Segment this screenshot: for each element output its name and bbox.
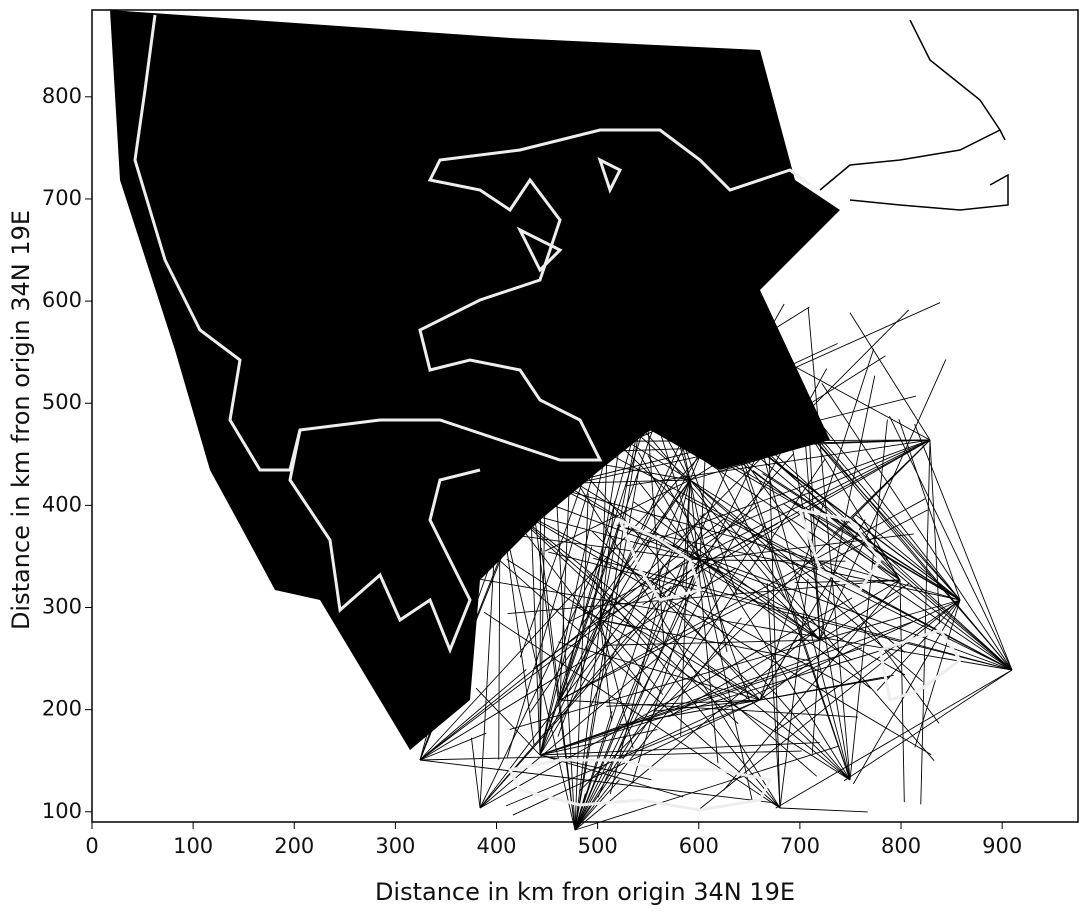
ray-path: [579, 440, 930, 791]
ray-path: [575, 565, 663, 830]
page: Distance in km fron origin 34N 19E Dista…: [0, 0, 1092, 917]
y-tick-label: 600: [42, 288, 82, 312]
y-tick-label: 800: [42, 84, 82, 108]
x-tick-label: 200: [274, 834, 314, 858]
ray-path: [480, 586, 671, 808]
y-tick-label: 200: [42, 697, 82, 721]
ray-path: [535, 416, 850, 780]
ray-path: [508, 580, 900, 614]
x-tick-label: 100: [173, 834, 213, 858]
x-tick-label: 0: [85, 834, 98, 858]
y-tick-label: 500: [42, 390, 82, 414]
ray-path: [853, 600, 960, 784]
ray-coverage: [110, 10, 840, 750]
y-axis-title: Distance in km fron origin 34N 19E: [7, 210, 35, 630]
ray-path: [480, 598, 852, 808]
ray-path: [760, 677, 890, 700]
x-tick-label: 800: [881, 834, 921, 858]
y-tick-label: 300: [42, 595, 82, 619]
y-tick-label: 400: [42, 492, 82, 516]
x-tick-label: 400: [476, 834, 516, 858]
x-tick-label: 700: [780, 834, 820, 858]
ray-path: [471, 738, 480, 808]
ray-path: [616, 600, 960, 759]
ray-path: [850, 313, 930, 440]
x-axis-title: Distance in km fron origin 34N 19E: [375, 878, 795, 906]
ray-path: [780, 808, 868, 812]
x-tick-label: 900: [982, 834, 1022, 858]
chart: Distance in km fron origin 34N 19E Dista…: [0, 0, 1092, 917]
ray-path: [669, 580, 900, 717]
ray-path: [821, 443, 1012, 670]
y-tick-label: 700: [42, 186, 82, 210]
crete-coast: [510, 760, 770, 810]
x-tick-label: 600: [679, 834, 719, 858]
ray-paths: [110, 10, 1012, 830]
ray-path: [420, 733, 486, 760]
x-tick-label: 500: [578, 834, 618, 858]
ray-path: [844, 670, 1012, 781]
x-tick-label: 300: [375, 834, 415, 858]
y-tick-label: 100: [42, 799, 82, 823]
ray-path: [592, 531, 850, 780]
ray-path: [767, 583, 780, 808]
ray-path: [540, 471, 541, 755]
turkey-coast: [820, 20, 1008, 210]
